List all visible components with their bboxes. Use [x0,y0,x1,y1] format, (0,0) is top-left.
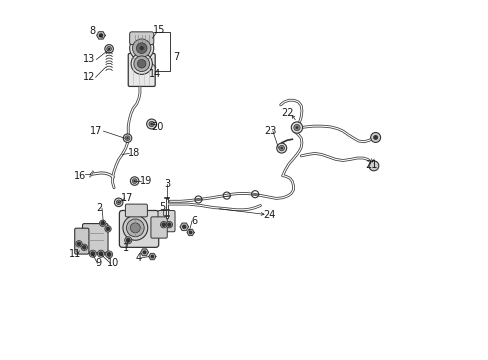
Circle shape [131,53,152,75]
Text: 12: 12 [83,72,95,82]
Text: 14: 14 [149,69,161,79]
Circle shape [149,121,154,127]
Circle shape [126,238,130,242]
Circle shape [368,161,378,171]
Text: 16: 16 [73,171,85,181]
Text: 17: 17 [121,193,133,203]
Text: 9: 9 [95,258,102,268]
FancyBboxPatch shape [119,211,159,247]
Text: 8: 8 [90,26,96,36]
Circle shape [89,250,96,257]
Circle shape [124,237,132,244]
Circle shape [166,221,172,228]
Text: 24: 24 [263,210,275,220]
Circle shape [125,136,130,140]
Text: 6: 6 [191,216,197,226]
Circle shape [189,231,191,234]
Circle shape [116,200,121,205]
Text: 20: 20 [151,122,163,132]
Circle shape [137,59,145,68]
Text: 15: 15 [153,25,165,35]
Circle shape [146,119,156,129]
FancyBboxPatch shape [151,217,167,238]
Text: 1: 1 [122,243,128,253]
Text: 13: 13 [83,54,95,64]
Circle shape [150,123,153,125]
FancyBboxPatch shape [75,228,89,254]
Text: 21: 21 [365,160,377,170]
Circle shape [106,46,111,51]
Circle shape [160,221,166,228]
FancyBboxPatch shape [158,211,175,232]
Circle shape [143,251,145,254]
Circle shape [99,34,102,37]
Circle shape [136,43,147,54]
Text: 11: 11 [69,249,81,260]
Circle shape [293,125,300,131]
Circle shape [97,250,104,257]
Circle shape [123,134,132,143]
Polygon shape [148,253,156,260]
Text: 2: 2 [96,203,102,213]
Circle shape [91,252,94,256]
Circle shape [280,147,283,149]
Polygon shape [97,32,105,39]
Circle shape [77,242,81,246]
Circle shape [167,223,171,226]
Circle shape [126,137,128,139]
FancyBboxPatch shape [82,224,108,253]
Circle shape [99,252,102,256]
Circle shape [104,226,111,232]
Circle shape [104,45,113,53]
Circle shape [372,135,377,140]
Circle shape [107,253,111,256]
Circle shape [132,39,151,57]
Circle shape [106,227,109,230]
Text: 10: 10 [106,258,119,268]
Circle shape [130,177,139,185]
Text: 4: 4 [135,253,141,263]
Circle shape [139,46,143,50]
Circle shape [291,122,302,133]
FancyBboxPatch shape [128,54,155,86]
Polygon shape [180,223,188,230]
Circle shape [118,201,120,203]
Text: 18: 18 [127,148,140,158]
Circle shape [162,223,165,226]
Circle shape [276,143,286,153]
Circle shape [295,126,298,129]
Circle shape [134,56,149,72]
Text: 19: 19 [140,176,152,186]
Text: 23: 23 [264,126,276,136]
Text: 17: 17 [90,126,102,136]
Circle shape [130,223,140,233]
Circle shape [133,180,135,182]
Circle shape [101,222,104,225]
Circle shape [129,36,153,60]
Text: 7: 7 [173,51,179,62]
Circle shape [76,240,82,247]
Text: 3: 3 [164,179,170,189]
Circle shape [279,145,284,151]
FancyBboxPatch shape [125,204,147,217]
Text: 5: 5 [159,202,165,212]
Circle shape [151,255,153,258]
Polygon shape [187,229,194,235]
Circle shape [370,132,380,143]
Circle shape [108,48,110,50]
Circle shape [100,220,106,226]
Circle shape [82,246,86,249]
Circle shape [105,251,112,258]
Circle shape [183,225,185,228]
Polygon shape [141,249,148,256]
Circle shape [122,215,147,240]
Circle shape [114,198,122,207]
FancyBboxPatch shape [129,32,153,45]
Text: 22: 22 [280,108,293,118]
Circle shape [126,219,144,237]
Circle shape [132,179,137,183]
Circle shape [81,244,87,251]
